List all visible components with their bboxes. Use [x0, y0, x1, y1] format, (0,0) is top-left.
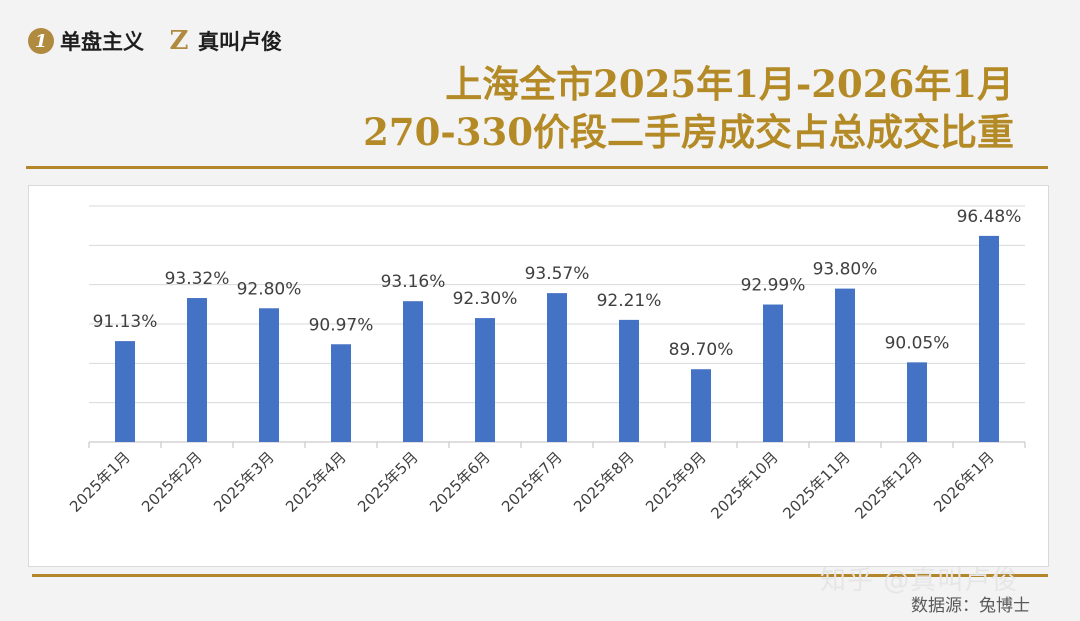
bar	[619, 319, 639, 442]
bar	[763, 304, 783, 442]
x-tick-label: 2025年9月	[642, 448, 710, 516]
bar	[835, 288, 855, 442]
title-line-1: 上海全市2025年1月-2026年1月	[445, 62, 1014, 106]
brand-lujun: Z 真叫卢俊	[166, 26, 283, 56]
data-label: 93.57%	[525, 264, 590, 284]
danpan-logo-icon: 1	[28, 28, 54, 54]
x-tick-label: 2025年3月	[210, 448, 278, 516]
data-label: 92.80%	[237, 279, 302, 299]
bar	[187, 298, 207, 442]
x-tick-label: 2025年10月	[707, 448, 781, 522]
bar	[907, 362, 927, 442]
data-label: 91.13%	[93, 312, 158, 332]
data-label: 90.05%	[885, 333, 950, 353]
page-title: 上海全市2025年1月-2026年1月 270-330价段二手房成交占总成交比重	[363, 60, 1014, 156]
x-tick-label: 2025年6月	[426, 448, 494, 516]
brand-danpan-label: 单盘主义	[60, 30, 144, 54]
brand-header: 1 单盘主义 Z 真叫卢俊	[28, 26, 282, 56]
x-tick-label: 2025年1月	[66, 448, 134, 516]
bar	[259, 308, 279, 442]
x-tick-label: 2025年12月	[851, 448, 925, 522]
bar	[547, 293, 567, 442]
x-tick-label: 2025年8月	[570, 448, 638, 516]
top-divider	[26, 166, 1048, 169]
data-source: 数据源：兔博士	[911, 596, 1030, 616]
bar	[691, 369, 711, 442]
data-label: 92.30%	[453, 289, 518, 309]
watermark: 知乎 @真叫卢俊	[820, 566, 1019, 596]
data-label: 96.48%	[957, 207, 1022, 227]
brand-danpan: 1 单盘主义	[28, 26, 144, 56]
data-label: 93.16%	[381, 272, 446, 292]
bar-chart: 91.13% 2025年1月 93.32% 2025年2月 92.80% 2025年3月 9…	[66, 205, 1026, 523]
bar	[979, 235, 999, 442]
data-label: 93.32%	[165, 269, 230, 289]
x-tick-label: 2025年2月	[138, 448, 206, 516]
data-label: 89.70%	[669, 340, 734, 360]
bottom-divider	[32, 574, 1048, 577]
bar	[403, 301, 423, 442]
title-line-2: 270-330价段二手房成交占总成交比重	[363, 110, 1014, 154]
data-label: 92.21%	[597, 291, 662, 311]
x-tick-label: 2025年7月	[498, 448, 566, 516]
data-label: 93.80%	[813, 260, 878, 280]
x-tick-label: 2025年11月	[779, 448, 853, 522]
bar	[331, 344, 351, 442]
x-tick-label: 2025年4月	[282, 448, 350, 516]
bar	[475, 318, 495, 442]
data-label: 90.97%	[309, 315, 374, 335]
x-tick-label: 2026年1月	[930, 448, 998, 516]
brand-lujun-label: 真叫卢俊	[198, 30, 282, 54]
data-label: 92.99%	[741, 276, 806, 296]
bar	[115, 341, 135, 442]
lujun-logo-icon: Z	[169, 26, 189, 56]
x-tick-label: 2025年5月	[354, 448, 422, 516]
